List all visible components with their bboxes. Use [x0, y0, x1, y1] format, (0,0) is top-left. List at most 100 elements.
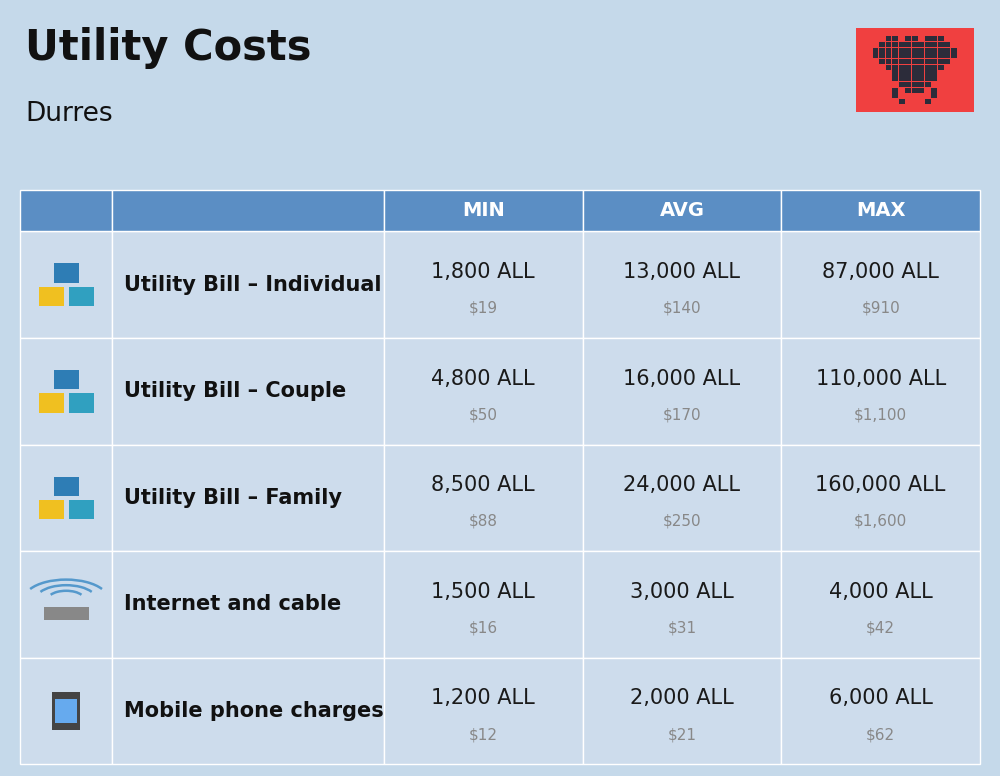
Bar: [879, 42, 885, 47]
Bar: [39, 286, 64, 306]
Bar: [905, 76, 911, 81]
Bar: [918, 47, 924, 53]
Bar: [899, 71, 905, 75]
Bar: [912, 76, 918, 81]
Bar: [925, 59, 931, 64]
Bar: [886, 64, 891, 70]
Text: $140: $140: [663, 301, 701, 316]
Bar: [938, 59, 944, 64]
Text: 16,000 ALL: 16,000 ALL: [623, 369, 740, 389]
Bar: [112, 658, 384, 764]
Bar: [912, 71, 918, 75]
Bar: [918, 59, 924, 64]
Text: 8,500 ALL: 8,500 ALL: [431, 475, 535, 495]
Bar: [918, 81, 924, 87]
Bar: [583, 551, 781, 658]
Text: Utility Bill – Couple: Utility Bill – Couple: [124, 381, 346, 401]
Text: $50: $50: [469, 407, 498, 422]
Text: 1,800 ALL: 1,800 ALL: [431, 262, 535, 282]
Bar: [54, 476, 79, 496]
Bar: [384, 190, 583, 231]
Bar: [931, 47, 937, 53]
Text: $170: $170: [663, 407, 701, 422]
Bar: [899, 47, 905, 53]
Text: 4,800 ALL: 4,800 ALL: [431, 369, 535, 389]
Text: $31: $31: [667, 621, 696, 636]
Bar: [20, 445, 112, 551]
Bar: [931, 64, 937, 70]
Bar: [925, 81, 931, 87]
Bar: [918, 42, 924, 47]
Bar: [886, 42, 891, 47]
Bar: [112, 190, 384, 231]
Bar: [912, 36, 918, 41]
Text: 160,000 ALL: 160,000 ALL: [815, 475, 946, 495]
Bar: [931, 71, 937, 75]
Bar: [384, 445, 583, 551]
Bar: [112, 445, 384, 551]
Bar: [69, 286, 94, 306]
Bar: [384, 658, 583, 764]
Bar: [892, 36, 898, 41]
Text: 13,000 ALL: 13,000 ALL: [623, 262, 740, 282]
Bar: [55, 698, 77, 723]
Bar: [892, 76, 898, 81]
Bar: [912, 42, 918, 47]
Bar: [54, 370, 79, 390]
Bar: [879, 54, 885, 58]
Bar: [899, 76, 905, 81]
Bar: [384, 338, 583, 445]
Text: 3,000 ALL: 3,000 ALL: [630, 582, 734, 601]
Bar: [899, 54, 905, 58]
Bar: [931, 54, 937, 58]
Bar: [912, 47, 918, 53]
Text: 1,500 ALL: 1,500 ALL: [431, 582, 535, 601]
Bar: [905, 54, 911, 58]
Text: 2,000 ALL: 2,000 ALL: [630, 688, 734, 708]
Text: 6,000 ALL: 6,000 ALL: [829, 688, 933, 708]
Bar: [873, 47, 878, 53]
Text: $250: $250: [663, 514, 701, 529]
Bar: [781, 658, 980, 764]
Bar: [905, 59, 911, 64]
Text: $12: $12: [469, 727, 498, 742]
Bar: [112, 338, 384, 445]
Bar: [899, 99, 905, 104]
Bar: [905, 64, 911, 70]
Text: Utility Bill – Individual: Utility Bill – Individual: [124, 275, 382, 295]
Bar: [938, 54, 944, 58]
Text: 4,000 ALL: 4,000 ALL: [829, 582, 933, 601]
Bar: [886, 47, 891, 53]
Bar: [925, 36, 931, 41]
Bar: [951, 47, 957, 53]
Bar: [899, 81, 905, 87]
Bar: [20, 551, 112, 658]
Text: Durres: Durres: [25, 101, 113, 127]
Bar: [905, 88, 911, 93]
Bar: [931, 59, 937, 64]
Bar: [856, 28, 974, 112]
Bar: [951, 54, 957, 58]
Bar: [20, 658, 112, 764]
Bar: [69, 500, 94, 519]
Bar: [583, 445, 781, 551]
Bar: [112, 231, 384, 338]
Bar: [944, 42, 950, 47]
Bar: [925, 54, 931, 58]
Text: 110,000 ALL: 110,000 ALL: [816, 369, 946, 389]
Bar: [384, 551, 583, 658]
Bar: [912, 81, 918, 87]
Text: $1,600: $1,600: [854, 514, 907, 529]
Text: $910: $910: [861, 301, 900, 316]
Text: $62: $62: [866, 727, 895, 742]
Bar: [918, 76, 924, 81]
Text: $19: $19: [469, 301, 498, 316]
Text: Utility Bill – Family: Utility Bill – Family: [124, 488, 342, 508]
Text: $42: $42: [866, 621, 895, 636]
Bar: [69, 393, 94, 413]
Text: 87,000 ALL: 87,000 ALL: [822, 262, 939, 282]
Bar: [892, 42, 898, 47]
Bar: [925, 76, 931, 81]
Bar: [912, 54, 918, 58]
Bar: [918, 64, 924, 70]
